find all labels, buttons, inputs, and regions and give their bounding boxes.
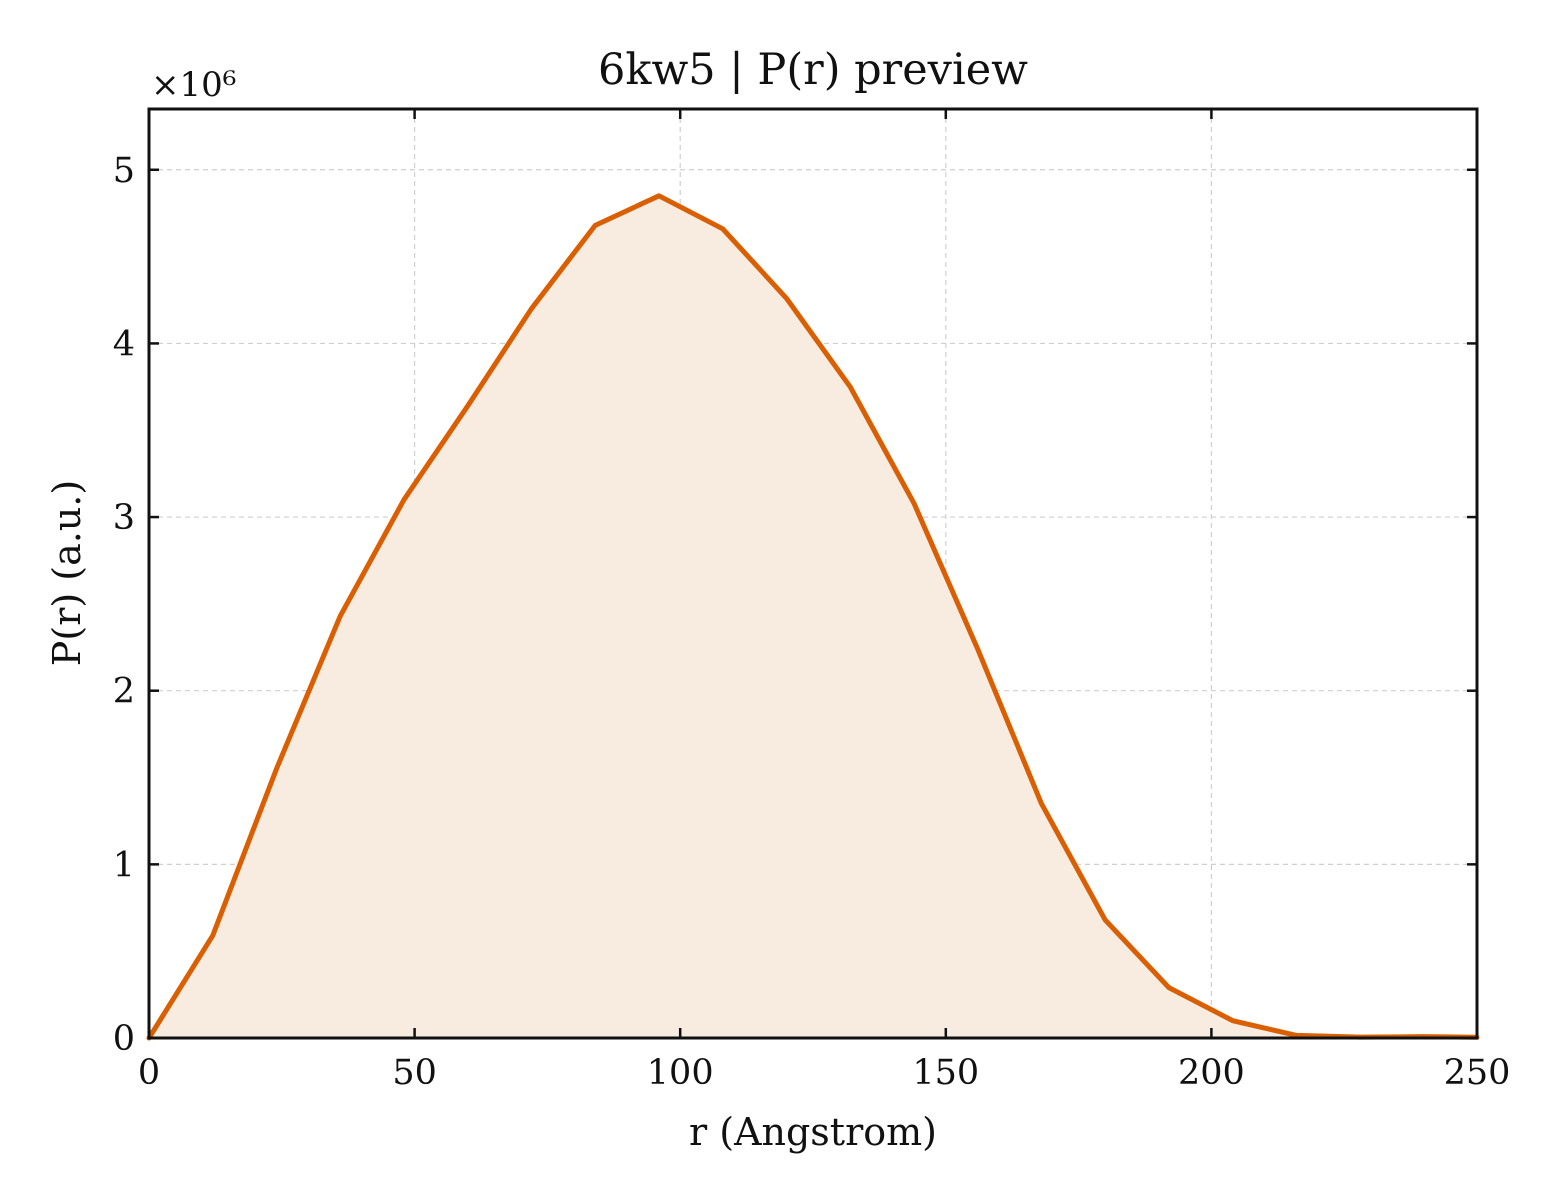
y-tick-label: 4 <box>113 324 135 364</box>
data-point <box>274 767 278 771</box>
data-point <box>1039 801 1043 805</box>
data-point <box>211 933 215 937</box>
data-point <box>1167 985 1171 989</box>
y-tick-label: 5 <box>113 151 135 191</box>
x-tick-label: 100 <box>647 1053 714 1093</box>
x-tick-label: 250 <box>1444 1053 1511 1093</box>
plot-frame <box>147 107 1479 1040</box>
y-axis-multiplier: ×10⁶ <box>151 65 236 105</box>
tick-layer: 0 50 100 150 200 250 0 1 2 3 4 5 <box>113 109 1511 1093</box>
y-axis-label: P(r) (a.u.) <box>45 480 89 666</box>
data-point <box>338 614 342 618</box>
y-tick-label: 1 <box>113 845 135 885</box>
y-tick-label: 2 <box>113 672 135 712</box>
x-axis-label: r (Angstrom) <box>689 1110 937 1154</box>
data-point <box>1230 1018 1234 1022</box>
data-point <box>848 385 852 389</box>
x-tick-label: 200 <box>1178 1053 1245 1093</box>
data-point <box>657 194 661 198</box>
data-point <box>975 647 979 651</box>
x-tick-label: 50 <box>392 1053 437 1093</box>
data-point <box>466 404 470 408</box>
data-point <box>784 296 788 300</box>
series-line <box>146 193 1480 1041</box>
data-point <box>402 498 406 502</box>
x-tick-label: 150 <box>912 1053 979 1093</box>
y-tick-label: 3 <box>113 498 135 538</box>
data-point <box>593 223 597 227</box>
chart-title: 6kw5 | P(r) preview <box>598 45 1028 95</box>
data-point <box>912 501 916 505</box>
area-fill <box>149 195 1477 1038</box>
y-tick-label: 0 <box>113 1019 135 1059</box>
data-point <box>529 306 533 310</box>
data-point <box>1103 918 1107 922</box>
data-point <box>720 227 724 231</box>
x-tick-label: 0 <box>138 1053 160 1093</box>
